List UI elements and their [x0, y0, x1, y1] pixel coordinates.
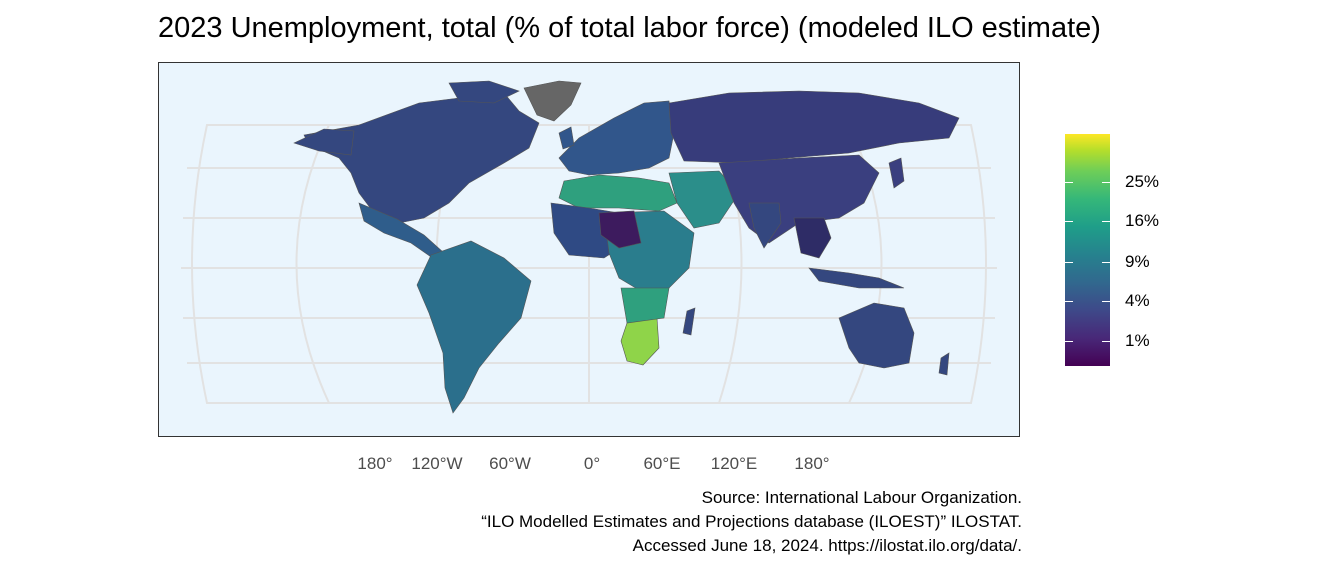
legend-label: 9% — [1125, 252, 1150, 271]
region-russia — [668, 90, 960, 164]
longitude-tick-label: 120°E — [710, 454, 758, 473]
caption: Source: International Labour Organizatio… — [481, 486, 1022, 558]
longitude-tick-label: 60°W — [489, 454, 531, 473]
region-greenland — [523, 80, 582, 122]
region-uk — [558, 126, 575, 150]
countries — [293, 80, 960, 414]
legend-tick-mark — [1102, 341, 1110, 342]
legend-tick-mark — [1102, 221, 1110, 222]
region-south-america — [416, 240, 532, 414]
legend-label: 25% — [1125, 172, 1160, 191]
legend-tick-mark — [1065, 301, 1073, 302]
world-map — [181, 80, 997, 414]
legend-tick-mark — [1102, 301, 1110, 302]
map-title: 2023 Unemployment, total (% of total lab… — [158, 12, 1101, 44]
legend-tick-mark — [1065, 262, 1073, 263]
region-australia — [838, 302, 915, 369]
longitude-tick-label: 0° — [583, 454, 601, 473]
map-panel — [158, 62, 1020, 437]
region-europe — [558, 100, 675, 176]
legend-label: 1% — [1125, 331, 1150, 350]
region-japan — [888, 157, 905, 189]
legend-label: 4% — [1125, 291, 1150, 310]
region-middle-east — [668, 170, 740, 229]
region-new-zealand — [938, 352, 950, 376]
region-southeast-asia — [793, 217, 832, 259]
legend-label: 16% — [1125, 211, 1160, 230]
caption-line-1: Source: International Labour Organizatio… — [701, 488, 1022, 507]
legend-tick-mark — [1065, 182, 1073, 183]
region-india — [748, 202, 782, 249]
caption-line-3: Accessed June 18, 2024. https://ilostat.… — [632, 536, 1022, 555]
caption-line-2: “ILO Modelled Estimates and Projections … — [481, 512, 1022, 531]
longitude-tick-label: 60°E — [643, 454, 681, 473]
region-indonesia — [808, 267, 905, 289]
region-alaska — [293, 128, 355, 156]
region-sahel — [598, 210, 642, 249]
region-canadian-islands — [448, 80, 520, 104]
legend-tick-mark — [1102, 262, 1110, 263]
region-southern-africa — [620, 317, 660, 366]
region-madagascar — [682, 307, 696, 336]
legend-tick-mark — [1065, 221, 1073, 222]
legend-tick-mark — [1102, 182, 1110, 183]
legend-colorbar — [1065, 134, 1110, 366]
region-south-central-africa — [620, 287, 670, 324]
region-north-africa — [558, 174, 678, 212]
longitude-tick-label: 120°W — [411, 454, 463, 473]
longitude-tick-label: 180° — [357, 454, 393, 473]
legend-tick-mark — [1065, 341, 1073, 342]
region-north-america — [303, 92, 540, 224]
longitude-tick-label: 180° — [794, 454, 830, 473]
